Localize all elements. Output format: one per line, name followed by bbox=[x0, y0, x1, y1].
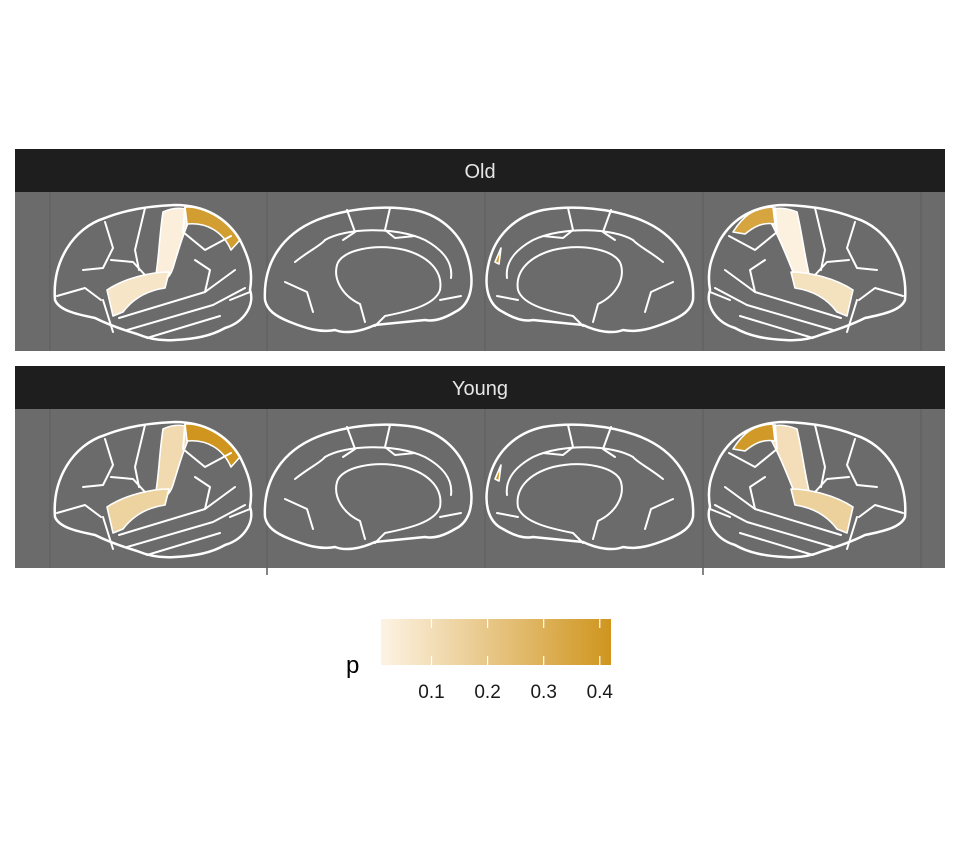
legend-tick-label: 0.1 bbox=[418, 682, 444, 703]
facet-strip-label: Old bbox=[464, 161, 495, 183]
region-medial-cuneus bbox=[494, 464, 502, 482]
region-lateral-left-insula bbox=[106, 271, 170, 317]
colorbar bbox=[381, 619, 611, 665]
brain-lateral-left bbox=[53, 203, 253, 342]
brain-lateral-right bbox=[707, 203, 907, 342]
brain-lateral-right bbox=[707, 420, 907, 559]
region-medial-cuneus bbox=[494, 247, 502, 265]
region-lateral-right-insula bbox=[790, 271, 854, 317]
legend-tick-label: 0.3 bbox=[530, 682, 556, 703]
region-lateral-left-insula bbox=[106, 488, 170, 534]
facet-strip bbox=[15, 149, 945, 192]
legend-tick-label: 0.4 bbox=[587, 682, 614, 703]
facet-strip-label: Young bbox=[452, 378, 508, 400]
legend-title: p bbox=[346, 652, 359, 679]
brain-views bbox=[53, 203, 907, 559]
colorbar-legend: p 0.1 0.2 0.3 0.4 bbox=[346, 619, 613, 703]
legend-tick-label: 0.2 bbox=[474, 682, 500, 703]
brain-lateral-left bbox=[53, 420, 253, 559]
region-lateral-right-insula bbox=[790, 488, 854, 534]
facet-strip bbox=[15, 366, 945, 409]
brain-medial-right bbox=[485, 423, 695, 551]
brain-medial-right bbox=[485, 206, 695, 334]
